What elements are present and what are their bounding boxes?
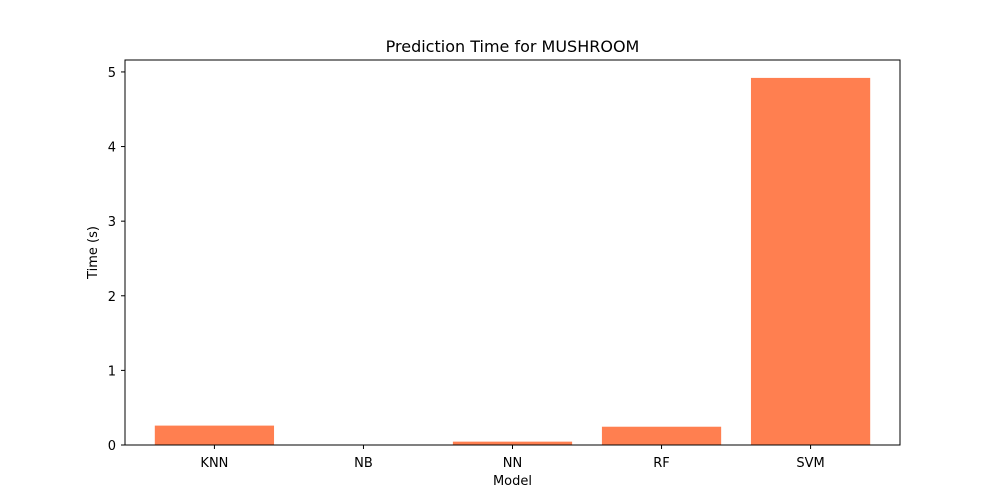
y-tick-label: 5 [108,66,116,81]
y-tick-label: 1 [108,364,116,379]
x-tick-label: KNN [200,456,228,471]
bar-knn [154,425,275,445]
chart-title: Prediction Time for MUSHROOM [386,37,640,56]
y-tick-label: 4 [108,141,116,156]
x-tick-label: NN [503,456,522,471]
x-tick-label: SVM [796,456,824,471]
x-axis-ticks: KNN NB NN RF SVM [200,445,825,471]
bars-layer [154,77,871,445]
y-axis-label: Time (s) [86,226,101,280]
x-tick-label: RF [653,456,670,471]
plot-frame [124,59,901,446]
bar-rf [601,426,722,445]
y-tick-label: 2 [108,290,116,305]
x-axis-label: Model [493,474,532,489]
bar-svm [750,77,871,445]
bar-nn [452,441,573,445]
x-tick-label: NB [354,456,373,471]
y-tick-label: 0 [108,439,116,454]
y-axis-ticks: 0 1 2 3 4 5 [108,66,125,454]
y-tick-label: 3 [108,215,116,230]
